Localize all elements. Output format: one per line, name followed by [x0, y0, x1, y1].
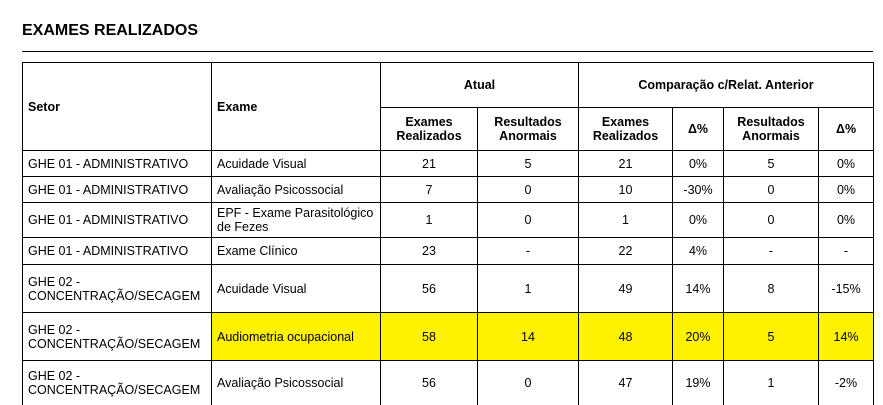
table-cell: GHE 01 - ADMINISTRATIVO [22, 176, 212, 203]
table-cell: GHE 02 - CONCENTRAÇÃO/SECAGEM [22, 360, 212, 405]
table-cell: 14 [477, 312, 579, 361]
table-cell: -30% [672, 176, 724, 203]
table-cell: 21 [380, 150, 478, 177]
table-cell: GHE 02 - CONCENTRAÇÃO/SECAGEM [22, 312, 212, 361]
table-cell: 19% [672, 360, 724, 405]
table-cell: 14% [672, 264, 724, 313]
table-row: GHE 02 - CONCENTRAÇÃO/SECAGEM Avaliação P… [22, 360, 875, 405]
table-cell: 0% [672, 150, 724, 177]
table-cell: 0 [723, 202, 819, 238]
table-cell: 49 [578, 264, 673, 313]
table-cell: 5 [723, 312, 819, 361]
table-cell: EPF - Exame Parasitológico de Fezes [211, 202, 381, 238]
table-cell: 0 [723, 176, 819, 203]
table-cell: 56 [380, 360, 478, 405]
table-cell: 58 [380, 312, 478, 361]
table-cell: -15% [817, 264, 875, 313]
table-cell: 14% [817, 312, 875, 361]
table-cell: Exame Clínico [211, 237, 381, 265]
header-cell: Δ% [817, 107, 875, 151]
table-cell: Avaliação Psicossocial [211, 360, 381, 405]
table-cell: - [477, 237, 579, 265]
header-cell: Resultados Anormais [477, 107, 579, 151]
table-cell: 0% [817, 150, 875, 177]
table-cell: 0 [477, 202, 579, 238]
table-row: GHE 01 - ADMINISTRATIVO Avaliação Psicoss… [22, 176, 875, 203]
table-cell: 0 [477, 176, 579, 203]
table-cell: 5 [477, 150, 579, 177]
table-cell: 1 [477, 264, 579, 313]
table-cell: 0% [672, 202, 724, 238]
table-cell: GHE 01 - ADMINISTRATIVO [22, 237, 212, 265]
header-cell: Exame [211, 62, 381, 151]
table-cell: 4% [672, 237, 724, 265]
table-cell: 1 [723, 360, 819, 405]
header-cell: Comparação c/Relat. Anterior [577, 62, 875, 108]
table-cell: Audiometria ocupacional [211, 312, 381, 361]
table-cell: 10 [578, 176, 673, 203]
header-cell: Δ% [672, 107, 724, 151]
table-cell: GHE 01 - ADMINISTRATIVO [22, 202, 212, 238]
table-cell: GHE 01 - ADMINISTRATIVO [22, 150, 212, 177]
title-rule [22, 51, 873, 52]
table-cell: 0% [817, 176, 875, 203]
table-cell: 47 [578, 360, 673, 405]
table-cell: Acuidade Visual [211, 150, 381, 177]
table-cell: 21 [578, 150, 673, 177]
table-cell: 22 [578, 237, 673, 265]
table-cell: 1 [578, 202, 673, 238]
table-cell: 20% [672, 312, 724, 361]
table-cell: 48 [578, 312, 673, 361]
header-cell: Setor [22, 62, 212, 151]
table-row: GHE 02 - CONCENTRAÇÃO/SECAGEM Acuidade Vi… [22, 264, 875, 313]
table-row: GHE 01 - ADMINISTRATIVO Exame Clínico 23-2… [22, 237, 875, 265]
header-cell: Resultados Anormais [723, 107, 819, 151]
exams-table: Setor Exame Atual Comparação c/Relat. An… [22, 62, 875, 405]
table-cell: 56 [380, 264, 478, 313]
header-cell: Atual [380, 62, 579, 108]
table-cell: Acuidade Visual [211, 264, 381, 313]
table-cell: 0% [817, 202, 875, 238]
table-cell: 7 [380, 176, 478, 203]
table-row: GHE 02 - CONCENTRAÇÃO/SECAGEM Audiometria… [22, 312, 875, 361]
table-cell: - [817, 237, 875, 265]
table-cell: Avaliação Psicossocial [211, 176, 381, 203]
table-row: GHE 01 - ADMINISTRATIVO EPF - Exame Paras… [22, 202, 875, 238]
table-cell: 0 [477, 360, 579, 405]
table-cell: 8 [723, 264, 819, 313]
table-cell: 5 [723, 150, 819, 177]
table-cell: 23 [380, 237, 478, 265]
table-cell: 1 [380, 202, 478, 238]
table-cell: - [723, 237, 819, 265]
header-cell: Exames Realizados [380, 107, 478, 151]
table-cell: -2% [817, 360, 875, 405]
table-row: GHE 01 - ADMINISTRATIVO Acuidade Visual 21… [22, 150, 875, 177]
section-title: EXAMES REALIZADOS [22, 22, 199, 39]
table-cell: GHE 02 - CONCENTRAÇÃO/SECAGEM [22, 264, 212, 313]
header-cell: Exames Realizados [578, 107, 673, 151]
